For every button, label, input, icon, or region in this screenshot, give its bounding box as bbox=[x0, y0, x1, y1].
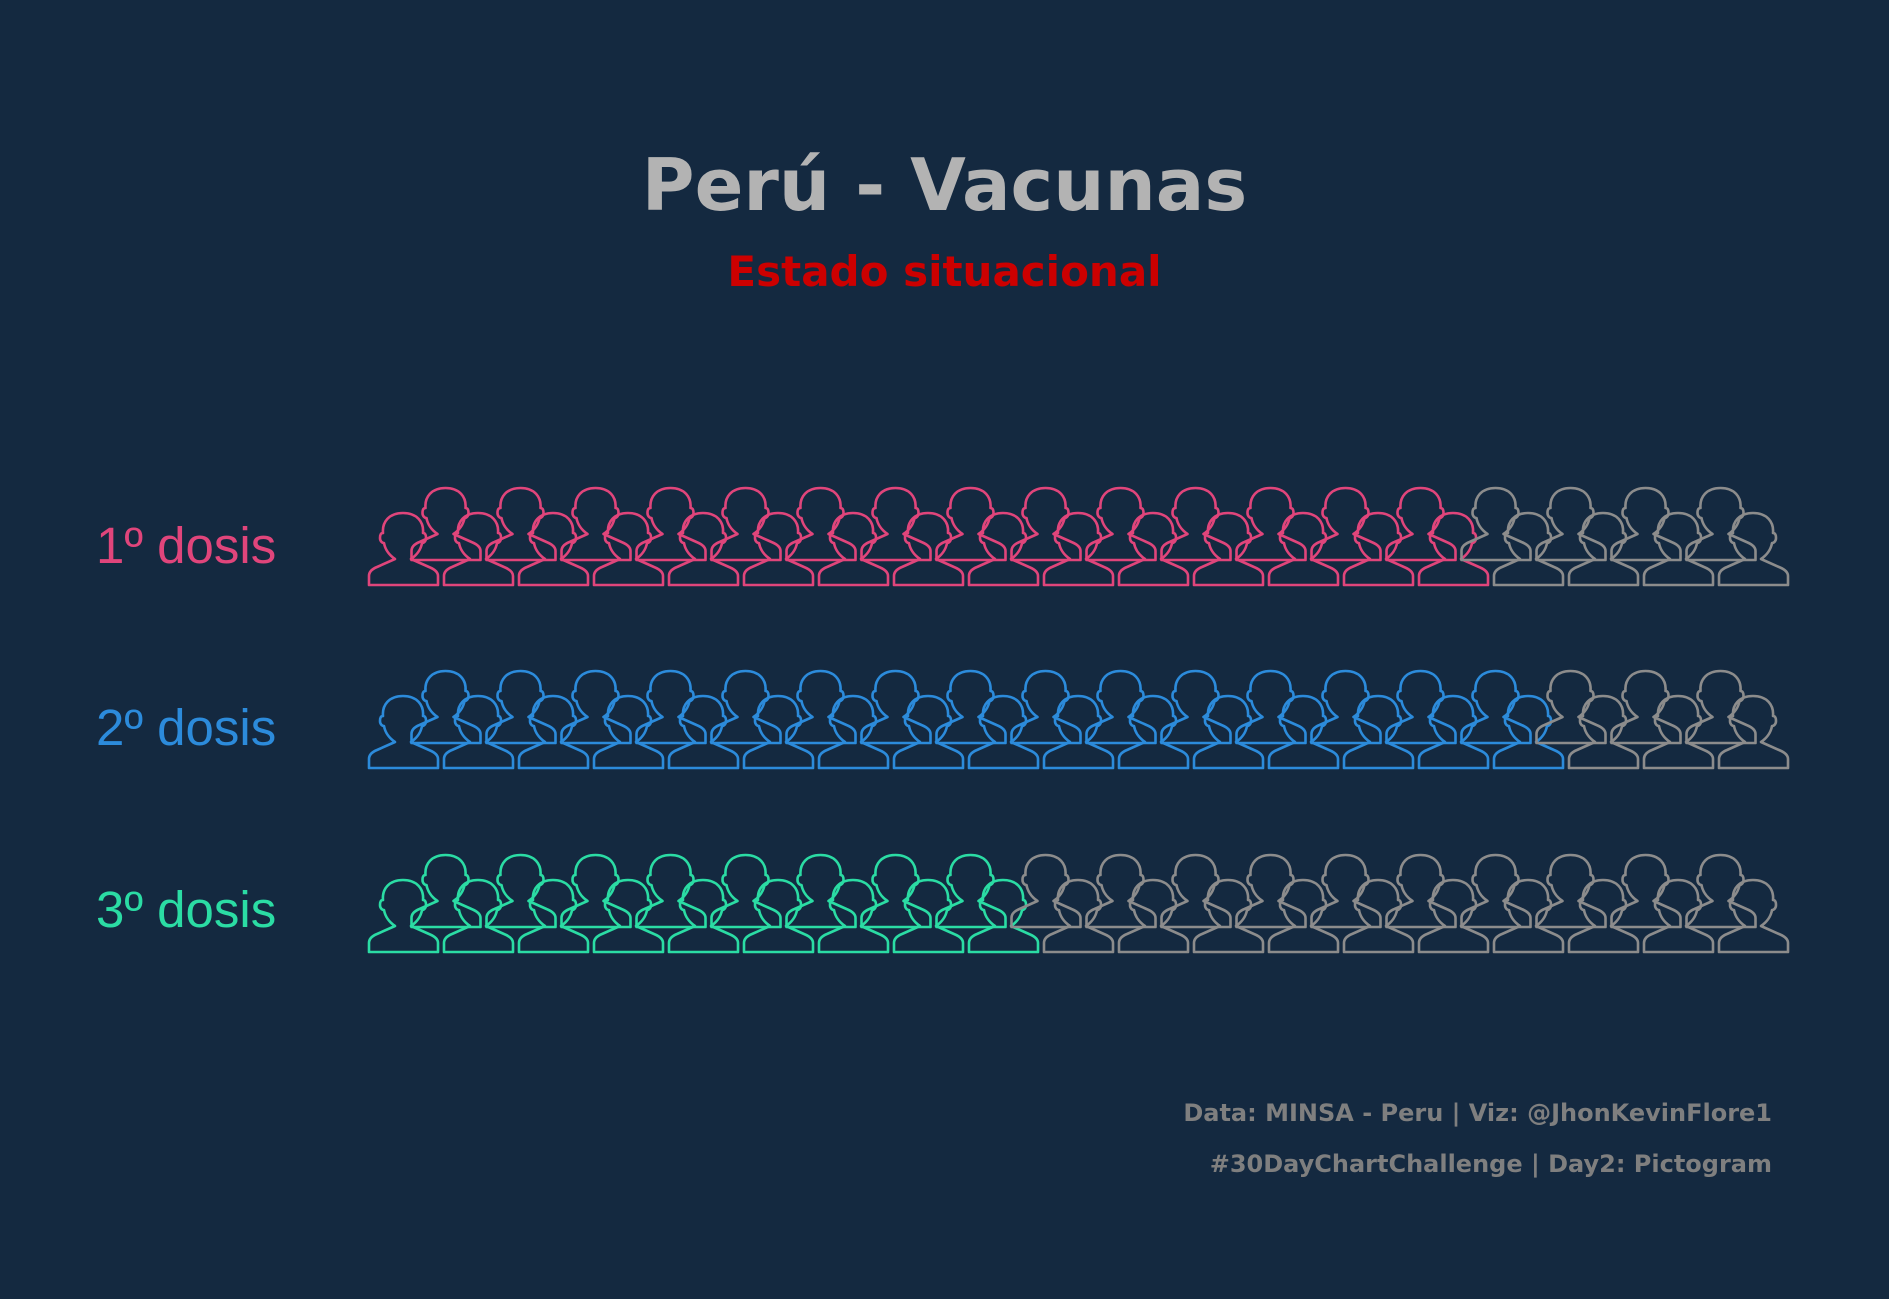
row-label-1: 1º dosis bbox=[96, 517, 277, 574]
caption-source: Data: MINSA - Peru | Viz: @JhonKevinFlor… bbox=[1183, 1099, 1772, 1127]
pictogram-rows bbox=[367, 486, 1790, 954]
caption-challenge: #30DayChartChallenge | Day2: Pictogram bbox=[1209, 1150, 1772, 1178]
person-remaining-icon bbox=[1717, 511, 1790, 587]
person-remaining-icon bbox=[1717, 878, 1790, 954]
pictogram-row-2 bbox=[367, 669, 1790, 770]
page-title: Perú - Vacunas bbox=[641, 143, 1248, 227]
row-label-3: 3º dosis bbox=[96, 881, 277, 938]
person-remaining-icon bbox=[1717, 694, 1790, 770]
page-subtitle: Estado situacional bbox=[727, 247, 1162, 296]
pictogram-row-1 bbox=[367, 486, 1790, 587]
pictogram-row-3 bbox=[367, 853, 1790, 954]
row-label-2: 2º dosis bbox=[96, 699, 277, 756]
